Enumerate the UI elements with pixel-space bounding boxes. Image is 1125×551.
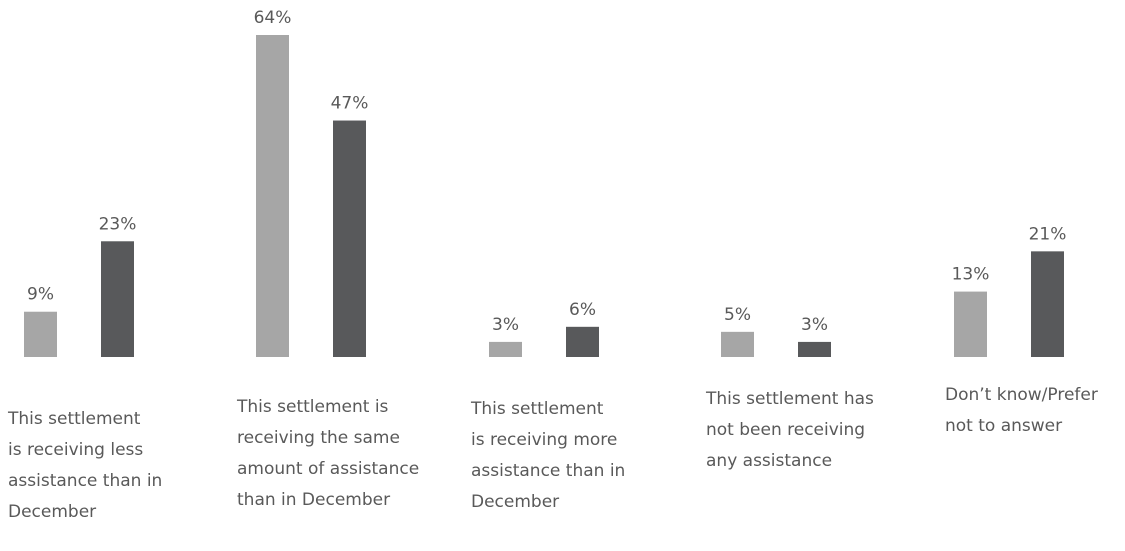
category-label-line: not to answer <box>945 416 1063 436</box>
category-label-line: any assistance <box>706 451 833 471</box>
category-label-line: This settlement has <box>706 389 874 409</box>
category-label-1: This settlement is receiving less assistan… <box>8 404 162 528</box>
category-label-line: December <box>471 492 560 512</box>
category-label-line: This settlement is <box>237 397 389 417</box>
data-label-s1-c4: 5% <box>724 305 751 325</box>
data-label-s2-c3: 6% <box>569 300 596 320</box>
category-label-line: December <box>8 502 97 522</box>
bar-s2-c3 <box>566 326 599 357</box>
category-label-line: is receiving less <box>8 440 144 460</box>
category-label-line: This settlement <box>471 399 604 419</box>
bar-s2-c1 <box>101 241 134 357</box>
bar-s1-c2 <box>256 35 289 357</box>
category-label-line: This settlement <box>8 409 141 429</box>
category-label-line: Don’t know/Prefer <box>945 385 1098 405</box>
category-label-5: Don’t know/Prefer not to answer <box>945 380 1098 442</box>
bar-s2-c5 <box>1031 251 1064 357</box>
data-label-s2-c1: 23% <box>99 214 137 234</box>
category-label-line: is receiving more <box>471 430 618 450</box>
category-label-3: This settlement is receiving more assistan… <box>471 394 625 518</box>
data-label-s2-c2: 47% <box>331 94 369 114</box>
data-label-s2-c4: 3% <box>801 315 828 335</box>
bar-s1-c4 <box>721 331 754 357</box>
category-label-2: This settlement is receiving the same amou… <box>237 392 419 516</box>
bar-s1-c1 <box>24 311 57 357</box>
bar-s1-c3 <box>489 341 522 357</box>
bar-s2-c4 <box>798 341 831 357</box>
category-label-line: receiving the same <box>237 428 400 448</box>
bar-s1-c5 <box>954 291 987 357</box>
bar-s2-c2 <box>333 120 366 357</box>
data-label-s1-c3: 3% <box>492 315 519 335</box>
data-label-s2-c5: 21% <box>1029 224 1067 244</box>
data-label-s1-c5: 13% <box>952 265 990 285</box>
data-label-s1-c1: 9% <box>27 285 54 305</box>
category-label-line: assistance than in <box>8 471 163 491</box>
data-label-s1-c2: 64% <box>254 8 292 28</box>
category-label-4: This settlement has not been receiving any… <box>706 384 874 477</box>
category-label-line: assistance than in <box>471 461 626 481</box>
category-label-line: than in December <box>237 490 391 510</box>
category-label-line: not been receiving <box>706 420 866 440</box>
category-label-line: amount of assistance <box>237 459 420 479</box>
